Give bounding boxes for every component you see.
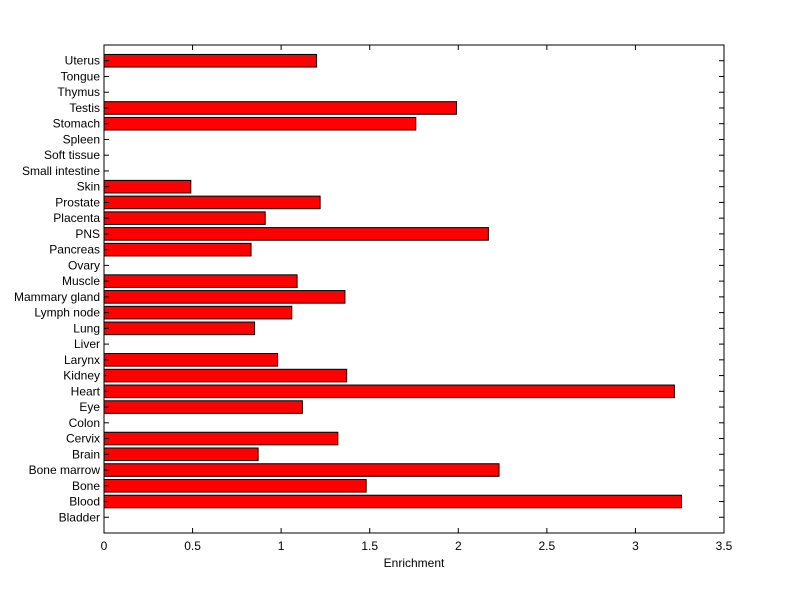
y-tick-label: Soft tissue: [44, 148, 100, 162]
x-tick-label: 0.5: [184, 539, 201, 553]
x-tick-label: 0: [101, 539, 108, 553]
bar-bone-marrow: [103, 463, 500, 477]
y-tick-label: Bladder: [59, 510, 100, 524]
bar-lymph-node: [103, 305, 293, 320]
bar-eye: [103, 400, 303, 414]
y-tick-label: PNS: [75, 227, 100, 241]
bar-placenta: [103, 211, 266, 225]
y-tick-label: Bone marrow: [29, 463, 101, 477]
y-tick-label: Skin: [77, 180, 100, 194]
y-tick-label: Ovary: [68, 258, 100, 272]
bar-heart: [103, 384, 675, 399]
bar-cervix: [103, 431, 339, 446]
bar-brain: [103, 447, 259, 462]
x-tick-label: 2.5: [539, 539, 556, 553]
y-tick-label: Lung: [73, 321, 100, 335]
y-tick-label: Testis: [69, 101, 100, 115]
bar-larynx: [103, 353, 279, 367]
bar-mammary-gland: [103, 290, 346, 304]
y-tick-label: Prostate: [55, 195, 100, 209]
y-tick-label: Stomach: [53, 117, 100, 131]
y-tick-label: Kidney: [63, 369, 100, 383]
bar-prostate: [103, 195, 321, 210]
y-tick-label: Lymph node: [34, 306, 100, 320]
y-tick-label: Heart: [71, 384, 101, 398]
y-tick-label: Blood: [69, 495, 100, 509]
x-tick-label: 3.5: [716, 539, 733, 553]
bar-testis: [103, 101, 458, 115]
bar-lung: [103, 321, 256, 336]
x-axis-label: Enrichment: [384, 556, 445, 570]
bar-skin: [103, 179, 192, 194]
x-tick-label: 2: [455, 539, 462, 553]
x-tick-label: 3: [632, 539, 639, 553]
y-tick-label: Brain: [72, 447, 100, 461]
y-tick-label: Muscle: [62, 274, 100, 288]
y-tick-label: Pancreas: [49, 243, 100, 257]
y-tick-label: Eye: [79, 400, 100, 414]
x-tick-label: 1: [278, 539, 285, 553]
y-tick-label: Uterus: [65, 54, 100, 68]
bar-blood: [103, 494, 682, 509]
y-tick-label: Cervix: [66, 432, 100, 446]
y-tick-label: Tongue: [61, 69, 101, 83]
y-tick-label: Liver: [74, 337, 100, 351]
x-tick-label: 1.5: [361, 539, 378, 553]
y-tick-label: Colon: [69, 416, 100, 430]
y-tick-label: Thymus: [57, 85, 100, 99]
bar-kidney: [103, 368, 348, 383]
bar-muscle: [103, 274, 298, 288]
bar-uterus: [103, 53, 318, 68]
y-tick-label: Spleen: [63, 132, 100, 146]
bar-pancreas: [103, 242, 252, 257]
bar-pns: [103, 227, 489, 241]
y-tick-label: Placenta: [53, 211, 100, 225]
y-tick-label: Small intestine: [22, 164, 100, 178]
bar-stomach: [103, 116, 417, 131]
plot-frame: [103, 44, 725, 534]
bar-bone: [103, 478, 367, 493]
y-tick-label: Mammary gland: [14, 290, 100, 304]
x-ticks-group: 0 0.5 1 1.5 2 2.5 3 3.5: [101, 45, 733, 553]
y-tick-label: Larynx: [64, 353, 100, 367]
y-tick-label: Bone: [72, 479, 100, 493]
